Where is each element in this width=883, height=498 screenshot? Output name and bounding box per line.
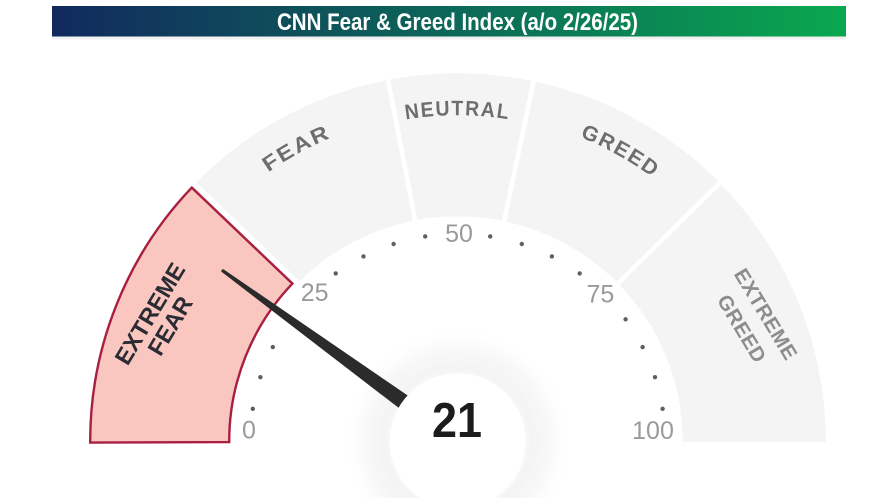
svg-text:25: 25 xyxy=(301,279,329,307)
svg-text:0: 0 xyxy=(242,417,256,445)
svg-text:NEUTRAL: NEUTRAL xyxy=(403,97,512,124)
svg-text:CNN Fear & Greed Index (a/o 2/: CNN Fear & Greed Index (a/o 2/26/25) xyxy=(277,9,638,36)
svg-text:21: 21 xyxy=(432,394,482,448)
svg-text:50: 50 xyxy=(445,220,473,248)
svg-text:100: 100 xyxy=(632,417,674,445)
svg-text:75: 75 xyxy=(586,280,614,308)
